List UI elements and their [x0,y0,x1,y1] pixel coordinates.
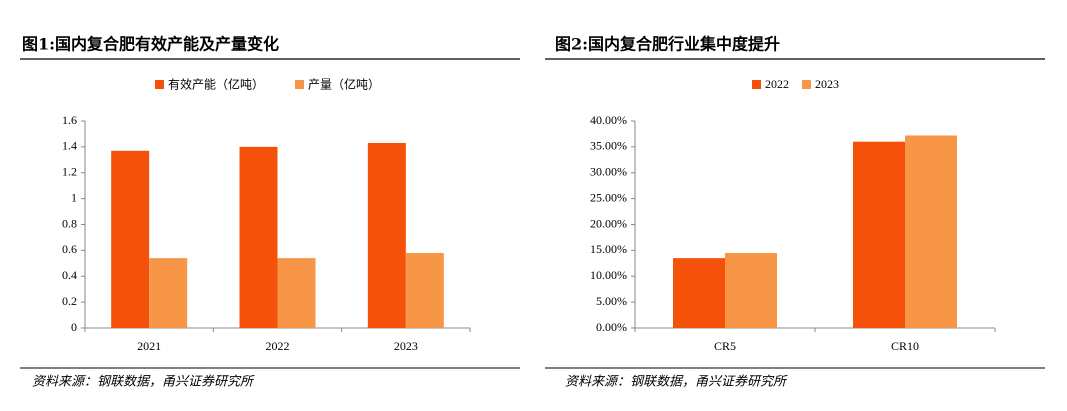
chart-title: 图2:国内复合肥行业集中度提升 [555,35,780,54]
source-note: 资料来源：钢联数据，甬兴证券研究所 [565,374,788,390]
legend-swatch [295,80,304,89]
bar [149,258,188,328]
y-tick-label: 0.00% [596,320,627,334]
y-tick-label: 1.4 [62,139,77,153]
x-tick-label: CR5 [714,339,736,353]
source-note: 资料来源：钢联数据，甬兴证券研究所 [32,374,255,390]
y-tick-label: 20.00% [590,216,627,230]
legend-label: 有效产能（亿吨） [168,77,264,92]
x-tick-label: 2022 [266,339,290,353]
legend-swatch [752,80,761,89]
y-tick-label: 30.00% [590,165,627,179]
x-tick-label: 2021 [137,339,161,353]
y-tick-label: 25.00% [590,190,627,204]
y-tick-label: 0.2 [62,294,77,308]
x-tick-label: 2023 [394,339,418,353]
bar [277,258,316,328]
legend-label: 产量（亿吨） [308,77,380,92]
y-tick-label: 1.2 [62,165,77,179]
bar [367,142,406,328]
y-tick-label: 35.00% [590,139,627,153]
y-tick-label: 40.00% [590,113,627,127]
y-tick-label: 0.6 [62,242,77,256]
y-tick-label: 0 [71,320,77,334]
bar [853,141,905,328]
bar [905,135,957,328]
y-tick-label: 0.8 [62,216,77,230]
bar [405,252,444,328]
y-tick-label: 1 [71,190,77,204]
y-tick-label: 5.00% [596,294,627,308]
bar [111,150,150,328]
legend-label: 2022 [765,77,789,91]
bar [725,252,777,328]
y-tick-label: 0.4 [62,268,77,282]
bar [239,146,278,328]
y-tick-label: 1.6 [62,113,77,127]
legend-label: 2023 [815,77,839,91]
chart-title: 图1:国内复合肥有效产能及产量变化 [22,35,279,54]
x-tick-label: CR10 [891,339,919,353]
y-tick-label: 15.00% [590,242,627,256]
bar [673,258,725,328]
legend-swatch [155,80,164,89]
legend-swatch [802,80,811,89]
y-tick-label: 10.00% [590,268,627,282]
